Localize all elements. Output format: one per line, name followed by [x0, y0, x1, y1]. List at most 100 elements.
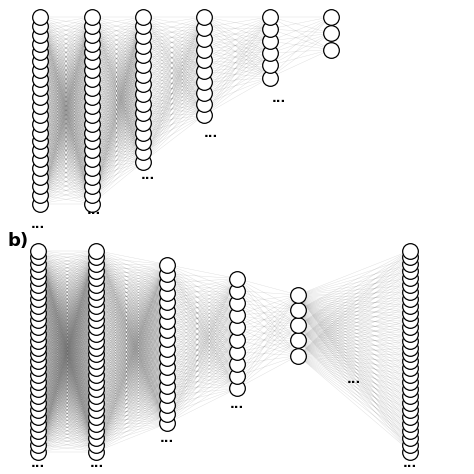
Text: ...: ... [31, 456, 45, 470]
Point [93, 274, 100, 282]
Point [163, 298, 171, 306]
Point [34, 344, 42, 351]
Point [88, 102, 96, 109]
Text: b): b) [8, 232, 28, 250]
Point [34, 316, 42, 324]
Point [93, 295, 100, 303]
Text: ...: ... [31, 219, 45, 231]
Point [163, 392, 171, 399]
Point [36, 129, 44, 137]
Point [139, 100, 147, 108]
Point [36, 191, 44, 199]
Point [93, 399, 100, 407]
Point [201, 100, 208, 108]
Point [407, 288, 414, 296]
Point [93, 413, 100, 420]
Point [139, 52, 147, 59]
Point [93, 323, 100, 330]
Point [93, 365, 100, 372]
Point [34, 392, 42, 400]
Point [407, 254, 414, 261]
Point [266, 25, 273, 33]
Point [93, 254, 100, 261]
Point [34, 302, 42, 310]
Point [294, 352, 301, 359]
Point [34, 441, 42, 448]
Point [139, 90, 147, 98]
Point [93, 261, 100, 268]
Point [163, 410, 171, 418]
Point [36, 66, 44, 74]
Point [327, 29, 335, 37]
Point [34, 427, 42, 435]
Point [34, 365, 42, 372]
Point [201, 46, 208, 53]
Text: ...: ... [160, 432, 174, 445]
Point [93, 434, 100, 441]
Point [139, 148, 147, 156]
Point [36, 120, 44, 128]
Text: ...: ... [141, 169, 155, 182]
Point [36, 13, 44, 20]
Point [407, 323, 414, 330]
Point [266, 13, 273, 20]
Point [34, 448, 42, 456]
Point [93, 385, 100, 393]
Point [139, 13, 147, 20]
Point [407, 441, 414, 448]
Point [34, 378, 42, 386]
Point [407, 295, 414, 303]
Point [407, 330, 414, 337]
Point [407, 351, 414, 358]
Point [88, 66, 96, 74]
Point [88, 146, 96, 154]
Point [36, 40, 44, 47]
Text: ...: ... [272, 92, 286, 105]
Point [93, 378, 100, 386]
Point [88, 173, 96, 181]
Point [93, 309, 100, 317]
Point [407, 344, 414, 351]
Point [407, 413, 414, 420]
Point [139, 138, 147, 146]
Point [233, 299, 241, 307]
Point [93, 247, 100, 255]
Point [407, 427, 414, 435]
Point [88, 57, 96, 65]
Point [34, 330, 42, 337]
Point [407, 385, 414, 393]
Point [407, 261, 414, 268]
Point [36, 155, 44, 163]
Point [407, 420, 414, 428]
Point [34, 399, 42, 407]
Point [139, 119, 147, 127]
Point [34, 254, 42, 261]
Point [407, 406, 414, 414]
Point [407, 274, 414, 282]
Point [294, 321, 301, 329]
Point [407, 282, 414, 289]
Text: ...: ... [230, 398, 244, 411]
Point [88, 137, 96, 145]
Point [163, 308, 171, 315]
Point [93, 406, 100, 414]
Point [266, 62, 273, 69]
Point [36, 22, 44, 29]
Point [163, 317, 171, 324]
Point [163, 280, 171, 287]
Point [34, 357, 42, 365]
Point [294, 291, 301, 299]
Point [88, 93, 96, 100]
Point [407, 378, 414, 386]
Point [93, 267, 100, 275]
Point [139, 129, 147, 137]
Point [407, 337, 414, 345]
Point [34, 295, 42, 303]
Point [93, 351, 100, 358]
Point [88, 200, 96, 208]
Point [93, 316, 100, 324]
Point [201, 67, 208, 75]
Point [139, 61, 147, 69]
Point [93, 344, 100, 351]
Point [36, 182, 44, 190]
